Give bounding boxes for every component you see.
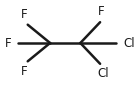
Text: F: F (21, 65, 28, 78)
Text: F: F (5, 36, 12, 50)
Text: F: F (21, 8, 28, 21)
Text: Cl: Cl (97, 67, 109, 80)
Text: Cl: Cl (123, 36, 135, 50)
Text: F: F (98, 5, 105, 18)
